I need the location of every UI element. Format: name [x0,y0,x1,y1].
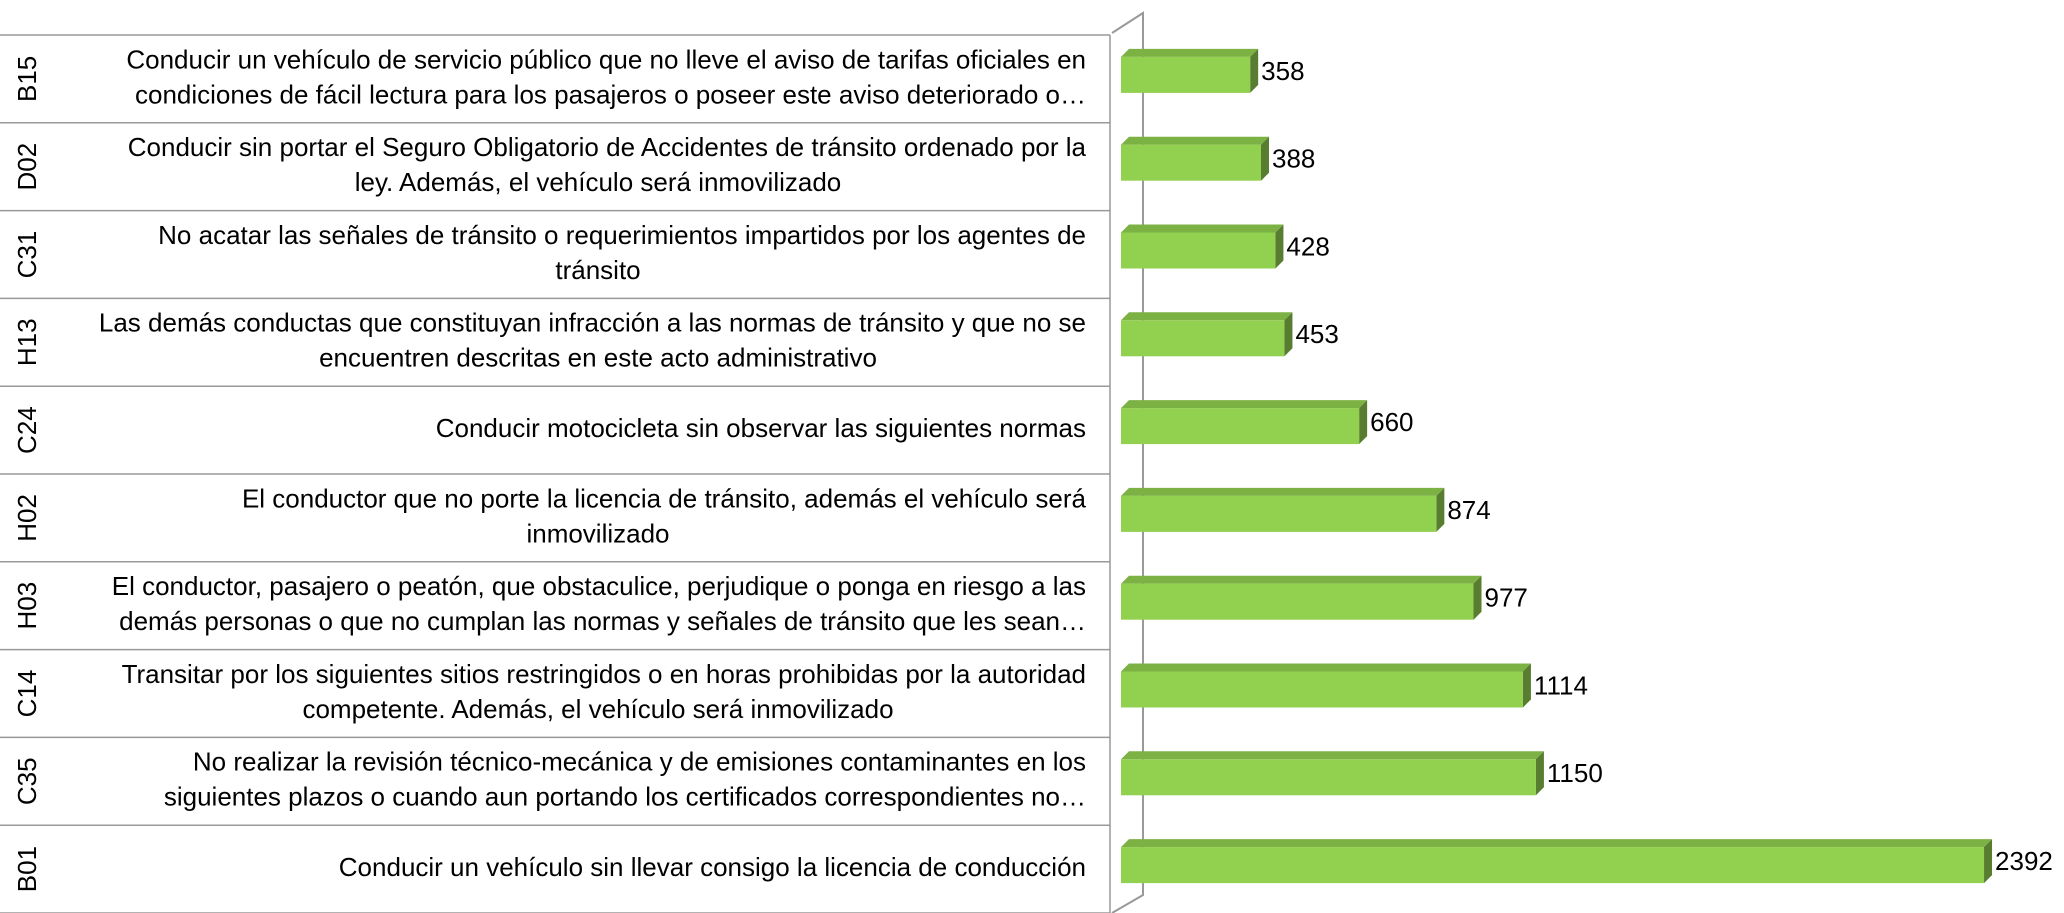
data-label: 388 [1272,144,1315,174]
category-label: ley. Además, el vehículo será inmoviliza… [355,167,842,197]
bar-side [1260,136,1269,181]
category-label: Transitar por los siguientes sitios rest… [122,659,1086,689]
category-label: Conducir un vehículo sin llevar consigo … [339,852,1086,882]
bar-side [1535,751,1544,796]
category-code: C24 [12,406,42,454]
data-label: 660 [1370,407,1413,437]
data-label: 428 [1286,231,1329,261]
bar-top [1121,48,1259,57]
bar-top [1121,751,1544,760]
category-code: H03 [12,582,42,630]
bar [1121,759,1536,796]
category-label: El conductor, pasajero o peatón, que obs… [112,571,1086,601]
data-label: 1114 [1534,670,1588,700]
category-code: C14 [12,670,42,718]
bar [1121,671,1523,708]
bar [1121,583,1474,620]
category-label: siguientes plazos o cuando aun portando … [164,782,1086,812]
category-code: H13 [12,318,42,366]
bar-top [1121,663,1531,672]
category-code: H02 [12,494,42,542]
bar-top [1121,575,1482,584]
bar-side [1436,487,1445,532]
data-label: 453 [1295,319,1338,349]
data-label: 2392 [1995,846,2053,876]
category-label: No acatar las señales de tránsito o requ… [158,220,1086,250]
category-label: competente. Además, el vehículo será inm… [302,694,893,724]
bar-top [1121,839,1993,848]
category-label: Conducir motocicleta sin observar las si… [436,413,1086,443]
bar [1121,320,1285,357]
category-label: Conducir un vehículo de servicio público… [126,44,1086,74]
bar-top [1121,136,1269,145]
bar-top [1121,312,1293,321]
category-code: C35 [12,757,42,805]
category-label: demás personas o que no cumplan las norm… [119,606,1086,636]
category-label: El conductor que no porte la licencia de… [242,483,1087,513]
category-label: encuentren descritas en este acto admini… [319,343,877,373]
bar-side [1250,48,1259,93]
data-label: 977 [1485,583,1528,613]
bar-side [1473,575,1482,620]
category-code: D02 [12,143,42,191]
axis-wall [1111,11,1144,913]
category-code: C31 [12,231,42,279]
bar [1121,408,1360,445]
bar-side [1984,839,1993,884]
bar-top [1121,487,1445,496]
bar [1121,232,1276,269]
category-code: B15 [12,56,42,102]
bar [1121,144,1261,181]
bar-top [1121,400,1368,409]
bar-side [1359,400,1368,445]
category-label: tránsito [555,255,640,285]
category-label: No realizar la revisión técnico-mecánica… [193,747,1086,777]
category-code: B01 [12,846,42,892]
data-label: 874 [1447,495,1490,525]
data-label: 358 [1261,56,1304,86]
bar [1121,495,1437,532]
category-label: Conducir sin portar el Seguro Obligatori… [128,132,1087,162]
bar-side [1284,312,1293,357]
category-label: condiciones de fácil lectura para los pa… [135,79,1086,109]
category-label: Las demás conductas que constituyan infr… [99,308,1086,338]
bar-side [1522,663,1531,708]
bar [1121,847,1985,884]
bar-top [1121,224,1284,233]
bar-side [1275,224,1284,269]
data-label: 1150 [1547,758,1603,788]
category-label: inmovilizado [526,518,669,548]
bar [1121,56,1251,93]
